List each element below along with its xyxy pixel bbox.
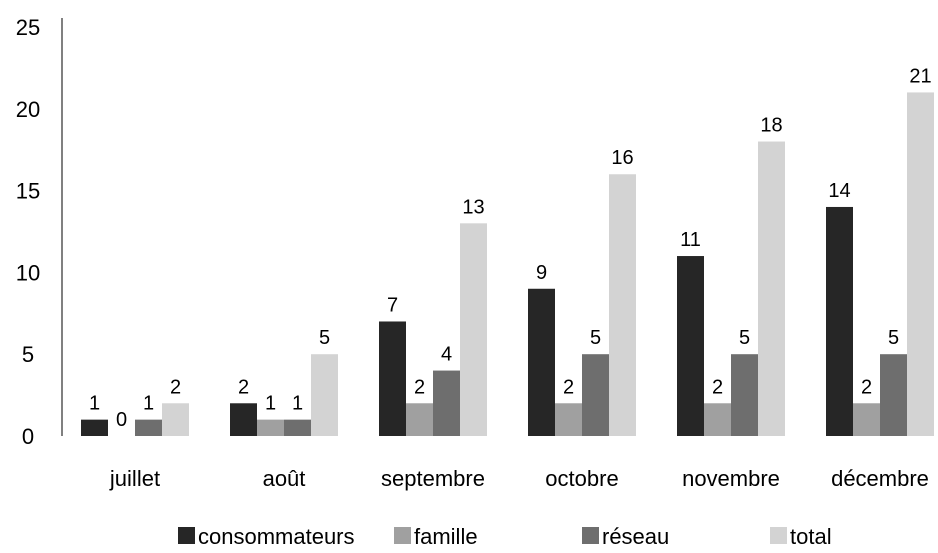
bar-consommateurs-septembre [379,321,406,436]
bar-famille-novembre [704,403,731,436]
bar-famille-octobre [555,403,582,436]
bar-consommateurs-novembre [677,256,704,436]
data-label: 5 [590,327,601,349]
bars [81,92,934,437]
data-label: 13 [462,196,484,218]
data-label: 7 [387,294,398,316]
data-label: 2 [170,376,181,398]
x-category-label: septembre [381,466,485,491]
x-category-label: octobre [545,466,618,491]
bar-consommateurs-octobre [528,288,555,436]
bar-famille-décembre [853,403,880,436]
bar-réseau-septembre [433,370,460,436]
y-tick-label: 0 [22,424,34,449]
data-label: 2 [563,376,574,398]
legend-label: consommateurs [198,524,355,549]
data-label: 14 [828,180,850,202]
data-label: 9 [536,262,547,284]
data-label: 5 [888,327,899,349]
bar-famille-août [257,419,284,436]
data-label: 1 [292,393,303,415]
y-tick-label: 20 [16,97,40,122]
x-category-label: novembre [682,466,780,491]
legend-swatch-famille [394,527,411,544]
legend-label: total [790,524,832,549]
legend-swatch-consommateurs [178,527,195,544]
data-label: 2 [414,376,425,398]
data-label: 0 [116,409,127,431]
bar-famille-septembre [406,403,433,436]
x-category-label: décembre [831,466,929,491]
bar-total-août [311,354,338,436]
bar-total-décembre [907,92,934,436]
bar-réseau-août [284,419,311,436]
legend: consommateurs famille réseau total [178,524,832,549]
data-label: 18 [760,115,782,137]
legend-swatch-total [770,527,787,544]
data-label: 16 [611,147,633,169]
data-label: 1 [143,393,154,415]
legend-label: réseau [602,524,669,549]
x-category-label: août [263,466,306,491]
y-axis-ticks: 0 5 10 15 20 25 [16,15,40,449]
data-label: 5 [739,327,750,349]
data-label: 2 [238,376,249,398]
y-tick-label: 25 [16,15,40,40]
legend-label: famille [414,524,478,549]
bar-total-novembre [758,141,785,436]
data-label: 2 [712,376,723,398]
bar-total-octobre [609,174,636,437]
data-label: 5 [319,327,330,349]
bar-consommateurs-décembre [826,206,853,436]
bar-consommateurs-juillet [81,419,108,436]
bar-réseau-décembre [880,354,907,436]
data-label: 4 [441,344,452,366]
data-label: 11 [680,229,701,251]
data-label: 21 [909,65,931,87]
bar-total-juillet [162,403,189,436]
x-category-label: juillet [109,466,160,491]
bar-réseau-octobre [582,354,609,436]
data-label: 2 [861,376,872,398]
category-labels: juillet août septembre octobre novembre décem… [109,466,929,491]
data-label: 1 [89,393,100,415]
bar-réseau-juillet [135,419,162,436]
bar-consommateurs-août [230,403,257,436]
y-tick-label: 15 [16,179,40,204]
bar-réseau-novembre [731,354,758,436]
data-label: 1 [265,393,276,415]
y-tick-label: 5 [22,342,34,367]
y-tick-label: 10 [16,260,40,285]
legend-swatch-réseau [582,527,599,544]
bar-total-septembre [460,223,487,436]
